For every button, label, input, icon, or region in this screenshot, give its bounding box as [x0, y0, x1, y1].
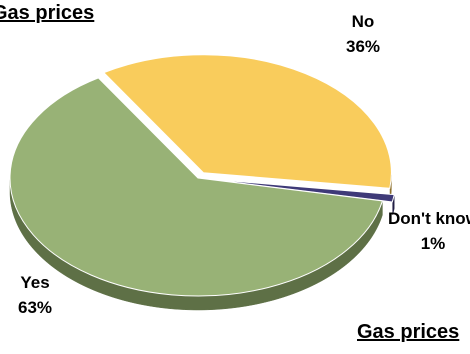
slice-label-dont-know-name: Don't know [388, 209, 470, 228]
pie-slice-no [102, 54, 392, 189]
slice-label-yes: Yes 63% [0, 270, 80, 320]
slice-label-yes-name: Yes [20, 273, 50, 292]
slice-label-yes-value: 63% [17, 298, 53, 317]
chart-title-bottom: Gas prices [357, 321, 460, 343]
slice-label-dont-know-value: 1% [420, 234, 446, 253]
slice-label-dont-know: Don't know 1% [388, 206, 470, 256]
slice-label-no-name: No [351, 12, 375, 31]
chart-title-top: Gas prices [0, 2, 95, 24]
slice-label-no: No 36% [318, 9, 408, 59]
pie-slice-yes [9, 77, 384, 297]
slice-label-no-value: 36% [345, 37, 381, 56]
